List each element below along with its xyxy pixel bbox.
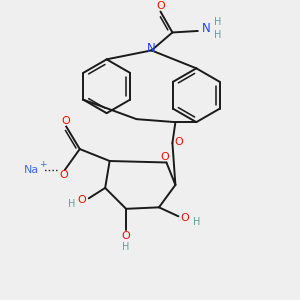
Text: H: H — [214, 30, 221, 40]
Text: O: O — [78, 195, 86, 205]
Text: O: O — [61, 116, 70, 126]
Text: O: O — [60, 170, 69, 180]
Text: H: H — [68, 199, 75, 209]
Text: O: O — [121, 231, 130, 241]
Text: O: O — [156, 1, 165, 11]
Text: O: O — [181, 213, 189, 223]
Text: N: N — [146, 42, 155, 56]
Text: H: H — [214, 17, 221, 27]
Text: O: O — [175, 136, 183, 147]
Text: H: H — [122, 242, 129, 252]
Text: Na: Na — [24, 165, 40, 175]
Text: O: O — [160, 152, 169, 162]
Text: +: + — [40, 160, 47, 169]
Text: N: N — [202, 22, 211, 35]
Text: H: H — [193, 217, 200, 227]
